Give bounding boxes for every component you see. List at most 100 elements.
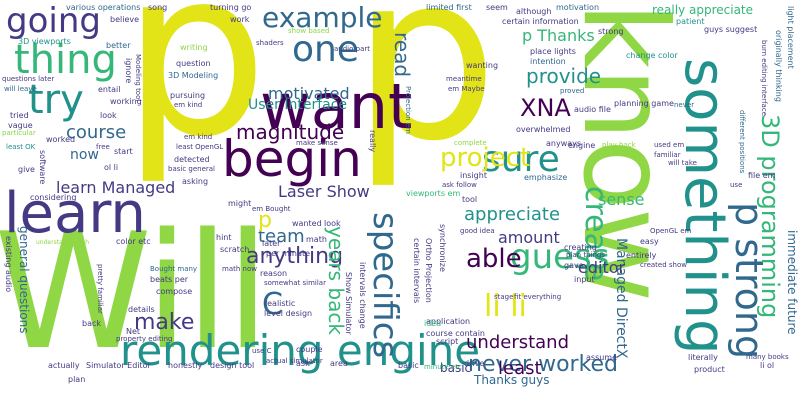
cloud-word: patient (676, 17, 705, 26)
cloud-word: now (70, 147, 99, 163)
cloud-word: math (306, 235, 327, 244)
cloud-word: limited first (426, 3, 472, 12)
cloud-word: design tool (210, 361, 255, 370)
cloud-word: one (292, 29, 359, 70)
cloud-word: Thanks guys (474, 373, 550, 387)
cloud-word: plan things (566, 251, 605, 259)
cloud-word: thing (14, 37, 117, 83)
cloud-word: per minute (266, 249, 311, 258)
cloud-word: least OpenGL (176, 143, 224, 151)
cloud-word: color etc (116, 237, 151, 246)
cloud-word: begin (222, 130, 362, 188)
cloud-word: use C (252, 347, 272, 355)
cloud-word: learn (4, 181, 146, 246)
cloud-word: p (258, 208, 272, 233)
cloud-word: tool (462, 195, 478, 204)
cloud-word: motivation (556, 3, 600, 12)
cloud-word: em Bought (252, 205, 291, 213)
cloud-word: Show Simulator (344, 272, 353, 335)
cloud-word: example (262, 1, 383, 34)
cloud-word: synchronize (438, 224, 447, 272)
cloud-word: emphasize (524, 173, 568, 182)
cloud-word: honestly (168, 361, 203, 370)
cloud-word: guess (510, 237, 610, 277)
cloud-word: level design (264, 309, 313, 318)
cloud-word: compose (156, 287, 193, 296)
cloud-word: editor (578, 258, 626, 277)
cloud-word: worked (46, 135, 76, 144)
cloud-word: learn Managed (56, 178, 176, 197)
cloud-word: audio part (334, 45, 370, 53)
cloud-word: place lights (530, 47, 576, 56)
cloud-word: something (672, 58, 737, 355)
cloud-word: understand (466, 332, 570, 353)
cloud-word: area (330, 359, 348, 368)
cloud-word: immediate future (785, 230, 799, 335)
cloud-word: meantime (446, 75, 482, 83)
cloud-word: OpenGL em (650, 227, 692, 235)
cloud-word: basic general (168, 165, 216, 173)
cloud-word: course contain (426, 329, 485, 338)
cloud-word: course (66, 122, 127, 143)
cloud-word: considering (30, 193, 77, 202)
cloud-word: sense (598, 190, 645, 209)
cloud-word: script (436, 337, 459, 346)
cloud-word: provide (526, 64, 602, 88)
cloud-word: literally (688, 353, 718, 362)
cloud-word: audio file (574, 105, 611, 114)
cloud-word: beats per (150, 275, 189, 284)
cloud-word: motivated (268, 84, 350, 103)
cloud-word: will leave (4, 85, 37, 93)
cloud-word: Projection em (404, 86, 412, 134)
cloud-word: gave (564, 261, 584, 270)
cloud-word: particular (2, 129, 36, 137)
cloud-word: tried (10, 111, 29, 120)
cloud-word: hint (216, 233, 232, 242)
cloud-word: good idea (460, 227, 495, 235)
cloud-word: insight (460, 171, 487, 180)
cloud-word: years back (324, 226, 348, 335)
cloud-word: free (96, 143, 110, 151)
cloud-word: couple (296, 345, 323, 354)
cloud-word: used em (654, 141, 685, 149)
cloud-word: property editing (116, 335, 173, 343)
cloud-word: various operations (66, 3, 141, 12)
cloud-word: magnitude (236, 120, 345, 144)
cloud-word: know (557, 2, 692, 301)
cloud-word: guys suggest (704, 25, 758, 34)
cloud-word: entirely (626, 251, 657, 260)
cloud-word: appreciate (464, 204, 561, 225)
cloud-word: strong (598, 27, 624, 36)
cloud-word: team (258, 226, 305, 247)
cloud-word: em kind (184, 133, 213, 141)
cloud-word: intervals change (358, 262, 367, 329)
cloud-word: math now (222, 265, 257, 273)
cloud-word: Simulator Editor (86, 361, 151, 370)
cloud-word: able (466, 244, 522, 274)
cloud-word: em kind (174, 101, 203, 109)
cloud-word: familiar (654, 151, 681, 159)
cloud-word: really (368, 130, 377, 153)
cloud-word: asking (182, 177, 209, 186)
cloud-word: working (110, 97, 142, 106)
cloud-word: detected (174, 155, 210, 164)
cloud-word: will take (668, 159, 697, 167)
cloud-word: start (114, 147, 133, 156)
cloud-word: 3D viewports (18, 37, 71, 46)
cloud-word: viewports em (406, 189, 461, 198)
cloud-word: believe (110, 15, 140, 24)
cloud-word: seem (486, 3, 508, 12)
cloud-word: read (390, 32, 414, 78)
cloud-word: existing audio (4, 236, 13, 293)
cloud-word: ol li (104, 163, 119, 172)
cloud-word: create (578, 186, 613, 282)
cloud-word: software (38, 150, 47, 185)
cloud-word: p (122, 0, 268, 188)
cloud-word: later (262, 239, 281, 248)
cloud-word: use (730, 181, 743, 189)
cloud-word: look (324, 219, 341, 228)
cloud-word: anything (246, 244, 344, 269)
cloud-word: question (176, 59, 211, 68)
cloud-word: assume (586, 353, 618, 362)
cloud-word: proved (560, 87, 585, 95)
